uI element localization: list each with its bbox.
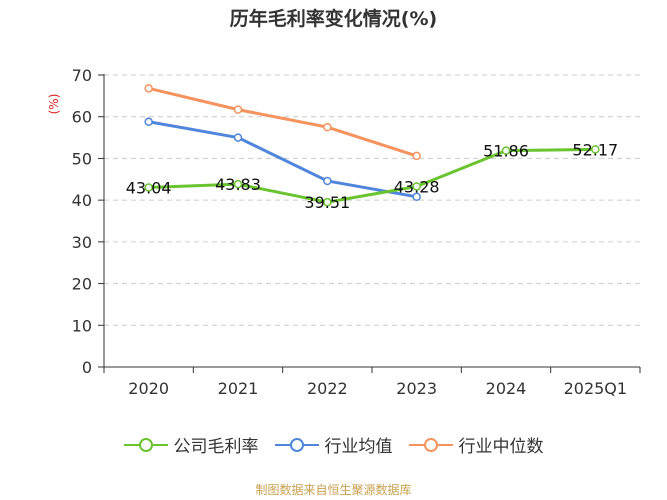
y-tick-label: 40 xyxy=(72,191,92,210)
data-label: 43.04 xyxy=(126,178,172,197)
data-point xyxy=(412,192,421,202)
legend-label-industry-median: 行业中位数 xyxy=(458,437,544,457)
y-tick-label: 30 xyxy=(72,233,92,252)
y-tick-label: 0 xyxy=(82,358,92,377)
data-point xyxy=(412,151,421,161)
legend-swatch-industry-mean xyxy=(274,437,319,452)
y-tick-label: 60 xyxy=(72,108,92,127)
data-point xyxy=(144,117,153,126)
data-point xyxy=(144,84,153,93)
x-tick-label: 2020 xyxy=(128,379,169,398)
data-point xyxy=(323,176,332,186)
axes: 0 10 20 30 40 50 60 70 2020 2021 2022 2023 2024 2025Q… xyxy=(47,66,641,398)
legend-swatch-company xyxy=(123,437,168,452)
source-note: 制图数据来自恒生聚源数据库 xyxy=(255,483,412,497)
chart-title: 历年毛利率变化情况(%) xyxy=(229,8,438,30)
data-point xyxy=(323,197,332,207)
data-point xyxy=(144,183,153,192)
legend-label-industry-mean: 行业均值 xyxy=(324,437,393,457)
data-point xyxy=(233,105,243,114)
x-tick-label: 2021 xyxy=(218,379,259,398)
legend-item-company[interactable]: 公司毛利率 xyxy=(123,432,259,457)
data-labels: 43.04 43.83 39.51 43.28 51.86 52.17 xyxy=(126,140,618,212)
data-point xyxy=(323,122,332,132)
data-point xyxy=(412,182,421,191)
series-lines xyxy=(144,84,600,207)
chart-plot: 0 10 20 30 40 50 60 70 2020 2021 2022 2023 2024 2025Q… xyxy=(47,66,641,398)
y-tick-label: 20 xyxy=(72,275,92,294)
data-point xyxy=(591,145,600,154)
grid-lines xyxy=(104,74,640,326)
data-label: 39.51 xyxy=(304,193,350,212)
series-line xyxy=(148,147,596,204)
legend: 公司毛利率 行业均值 行业中位数 xyxy=(0,432,667,457)
x-tick-label: 2024 xyxy=(486,379,527,398)
data-label: 52.17 xyxy=(572,140,618,159)
y-tick-label: 70 xyxy=(72,66,92,85)
legend-label-company: 公司毛利率 xyxy=(173,437,259,457)
data-point xyxy=(501,146,511,155)
y-tick-label: 50 xyxy=(72,149,92,168)
data-label: 43.83 xyxy=(215,175,261,194)
data-point xyxy=(233,179,243,189)
series-line xyxy=(148,120,417,199)
data-label: 43.28 xyxy=(394,177,440,196)
x-tick-label: 2025Q1 xyxy=(564,379,628,398)
legend-swatch-industry-median xyxy=(408,437,453,452)
legend-item-industry-mean[interactable]: 行业均值 xyxy=(274,432,393,457)
data-point xyxy=(233,133,243,142)
data-label: 51.86 xyxy=(483,142,529,161)
y-tick-label: 10 xyxy=(72,316,92,335)
legend-item-industry-median[interactable]: 行业中位数 xyxy=(408,432,544,457)
y-axis-label: (%) xyxy=(47,94,61,115)
x-tick-label: 2023 xyxy=(396,379,437,398)
x-tick-label: 2022 xyxy=(307,379,348,398)
series-line xyxy=(148,86,418,158)
